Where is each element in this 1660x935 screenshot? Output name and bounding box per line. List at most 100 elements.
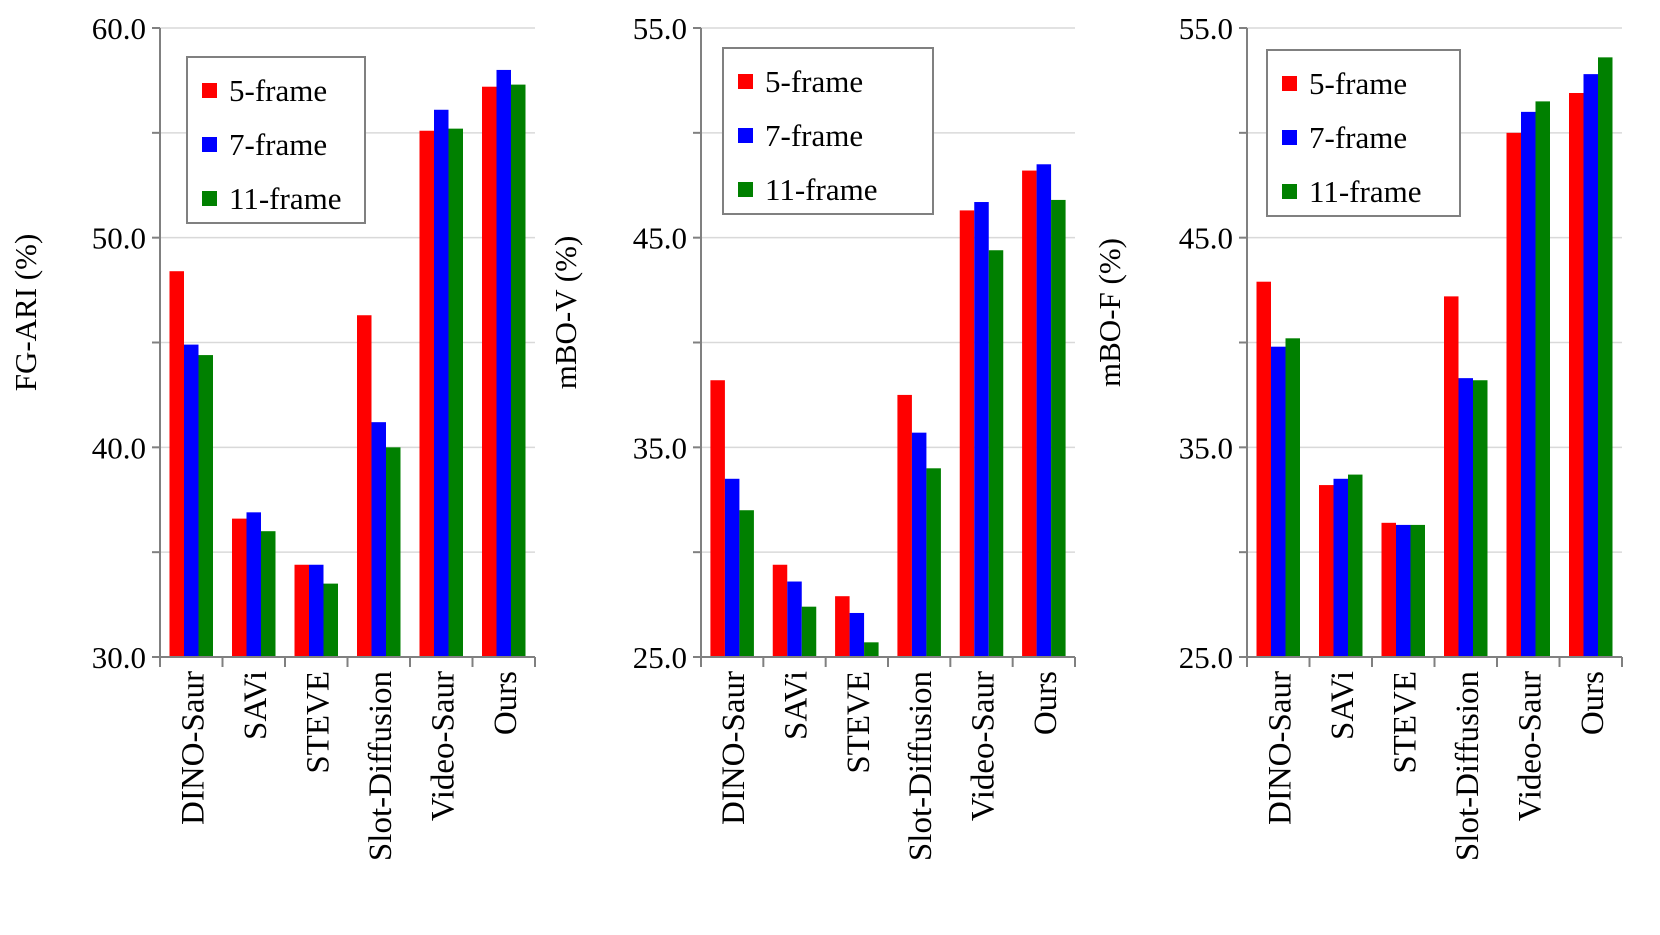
legend-swatch-7-frame [202, 137, 217, 152]
bar-5-frame-slot-diffusion [357, 315, 372, 657]
bar-11-frame-ours [511, 84, 526, 658]
bar-5-frame-savi [1319, 485, 1334, 657]
legend-swatch-11-frame [738, 182, 753, 197]
legend-box [722, 47, 934, 215]
y-tick-label: 55.0 [633, 11, 687, 46]
legend: 5-frame 7-frame 11-frame [186, 56, 366, 224]
bar-5-frame-dino-saur [710, 380, 725, 657]
x-category-label: STEVE [841, 671, 877, 774]
x-category-label: Ours [488, 671, 524, 735]
bar-11-frame-slot-diffusion [926, 468, 941, 657]
bar-7-frame-steve [849, 612, 865, 657]
legend-swatch-5-frame [1282, 76, 1297, 91]
legend-label-5-frame: 5-frame [229, 73, 327, 108]
y-axis-title: mBO-V (%) [548, 236, 583, 390]
bar-5-frame-dino-saur [1256, 281, 1271, 657]
bar-5-frame-steve [835, 596, 850, 657]
bar-5-frame-steve [294, 564, 309, 657]
y-tick-label: 55.0 [1179, 11, 1233, 46]
bar-5-frame-slot-diffusion [897, 394, 912, 657]
bar-5-frame-dino-saur [169, 271, 184, 657]
y-tick-label: 25.0 [633, 640, 687, 675]
bar-7-frame-slot-diffusion [911, 432, 927, 657]
bar-11-frame-dino-saur [198, 355, 213, 657]
bar-11-frame-steve [323, 583, 338, 657]
x-category-label: Slot-Diffusion [903, 671, 939, 861]
bar-7-frame-video-saur [974, 202, 989, 658]
bar-7-frame-ours [1583, 74, 1598, 658]
legend-label-7-frame: 7-frame [1309, 120, 1407, 155]
y-tick-label: 45.0 [1179, 221, 1233, 256]
x-category-label: Slot-Diffusion [363, 671, 399, 861]
y-tick-label: 30.0 [92, 640, 146, 675]
y-axis-title: FG-ARI (%) [8, 234, 43, 392]
y-tick-label: 35.0 [1179, 430, 1233, 465]
legend: 5-frame 7-frame 11-frame [1266, 49, 1461, 217]
x-category-label: Ours [1028, 671, 1064, 735]
chart-panel-1: 30.0 40.0 50.0 60.0 DINO-Saur SAVi STEVE Slot-D… [8, 11, 536, 861]
legend: 5-frame 7-frame 11-frame [722, 47, 934, 215]
x-category-label: STEVE [1387, 671, 1423, 774]
x-category-label: STEVE [300, 671, 336, 774]
bar-5-frame-ours [1022, 170, 1037, 657]
legend-box [1266, 49, 1461, 217]
bar-7-frame-savi [1333, 478, 1348, 657]
bar-7-frame-savi [246, 512, 261, 657]
legend-label-11-frame: 11-frame [765, 172, 877, 207]
legend-label-11-frame: 11-frame [1309, 174, 1421, 209]
bar-11-frame-video-saur [988, 250, 1004, 657]
x-category-label: DINO-Saur [175, 671, 211, 825]
legend-swatch-7-frame [1282, 130, 1297, 145]
legend-swatch-7-frame [738, 128, 753, 143]
legend-label-5-frame: 5-frame [1309, 66, 1407, 101]
bar-7-frame-video-saur [1521, 111, 1536, 657]
bar-7-frame-slot-diffusion [1458, 378, 1473, 657]
x-category-label: Video-Saur [425, 671, 461, 821]
bar-5-frame-video-saur [959, 210, 975, 657]
bar-11-frame-slot-diffusion [1473, 380, 1488, 657]
bar-11-frame-video-saur [448, 128, 463, 657]
bar-11-frame-steve [1410, 524, 1425, 657]
bar-11-frame-savi [1348, 474, 1363, 657]
y-tick-label: 25.0 [1179, 640, 1233, 675]
legend-label-7-frame: 7-frame [765, 118, 863, 153]
legend-swatch-5-frame [738, 74, 753, 89]
legend-swatch-11-frame [1282, 184, 1297, 199]
bar-11-frame-ours [1051, 199, 1066, 657]
x-category-label: SAVi [779, 671, 815, 740]
bar-5-frame-video-saur [419, 130, 434, 657]
legend-label-5-frame: 5-frame [765, 64, 863, 99]
chart-panel-2: 25.0 35.0 45.0 55.0 DINO-Saur SAVi STEVE Slot-D… [548, 11, 1076, 861]
y-tick-label: 40.0 [92, 430, 146, 465]
y-tick-label: 45.0 [633, 221, 687, 256]
bar-5-frame-savi [772, 564, 788, 657]
bar-11-frame-slot-diffusion [386, 447, 401, 657]
bar-7-frame-steve [309, 564, 324, 657]
y-axis-title: mBO-F (%) [1092, 238, 1127, 387]
bar-5-frame-savi [232, 518, 247, 657]
x-category-label: DINO-Saur [1262, 671, 1298, 825]
bar-11-frame-video-saur [1535, 101, 1550, 658]
bar-5-frame-slot-diffusion [1444, 296, 1459, 657]
x-category-label: Ours [1575, 671, 1611, 735]
bar-7-frame-dino-saur [724, 478, 740, 657]
bar-7-frame-video-saur [434, 109, 449, 657]
bar-7-frame-ours [496, 69, 511, 657]
bar-11-frame-ours [1598, 57, 1613, 657]
legend-swatch-5-frame [202, 83, 217, 98]
bar-5-frame-ours [1569, 92, 1584, 658]
legend-label-7-frame: 7-frame [229, 127, 327, 162]
bar-7-frame-steve [1396, 524, 1411, 657]
x-category-label: Video-Saur [1512, 671, 1548, 821]
bar-11-frame-dino-saur [739, 510, 754, 657]
bar-11-frame-savi [261, 531, 276, 657]
x-category-label: SAVi [238, 671, 274, 740]
bar-5-frame-ours [482, 86, 497, 657]
bar-5-frame-steve [1381, 522, 1396, 657]
bar-11-frame-savi [801, 606, 817, 657]
legend-swatch-11-frame [202, 191, 217, 206]
bar-7-frame-ours [1036, 164, 1052, 658]
bar-11-frame-steve [864, 642, 879, 657]
bar-5-frame-video-saur [1506, 132, 1521, 658]
